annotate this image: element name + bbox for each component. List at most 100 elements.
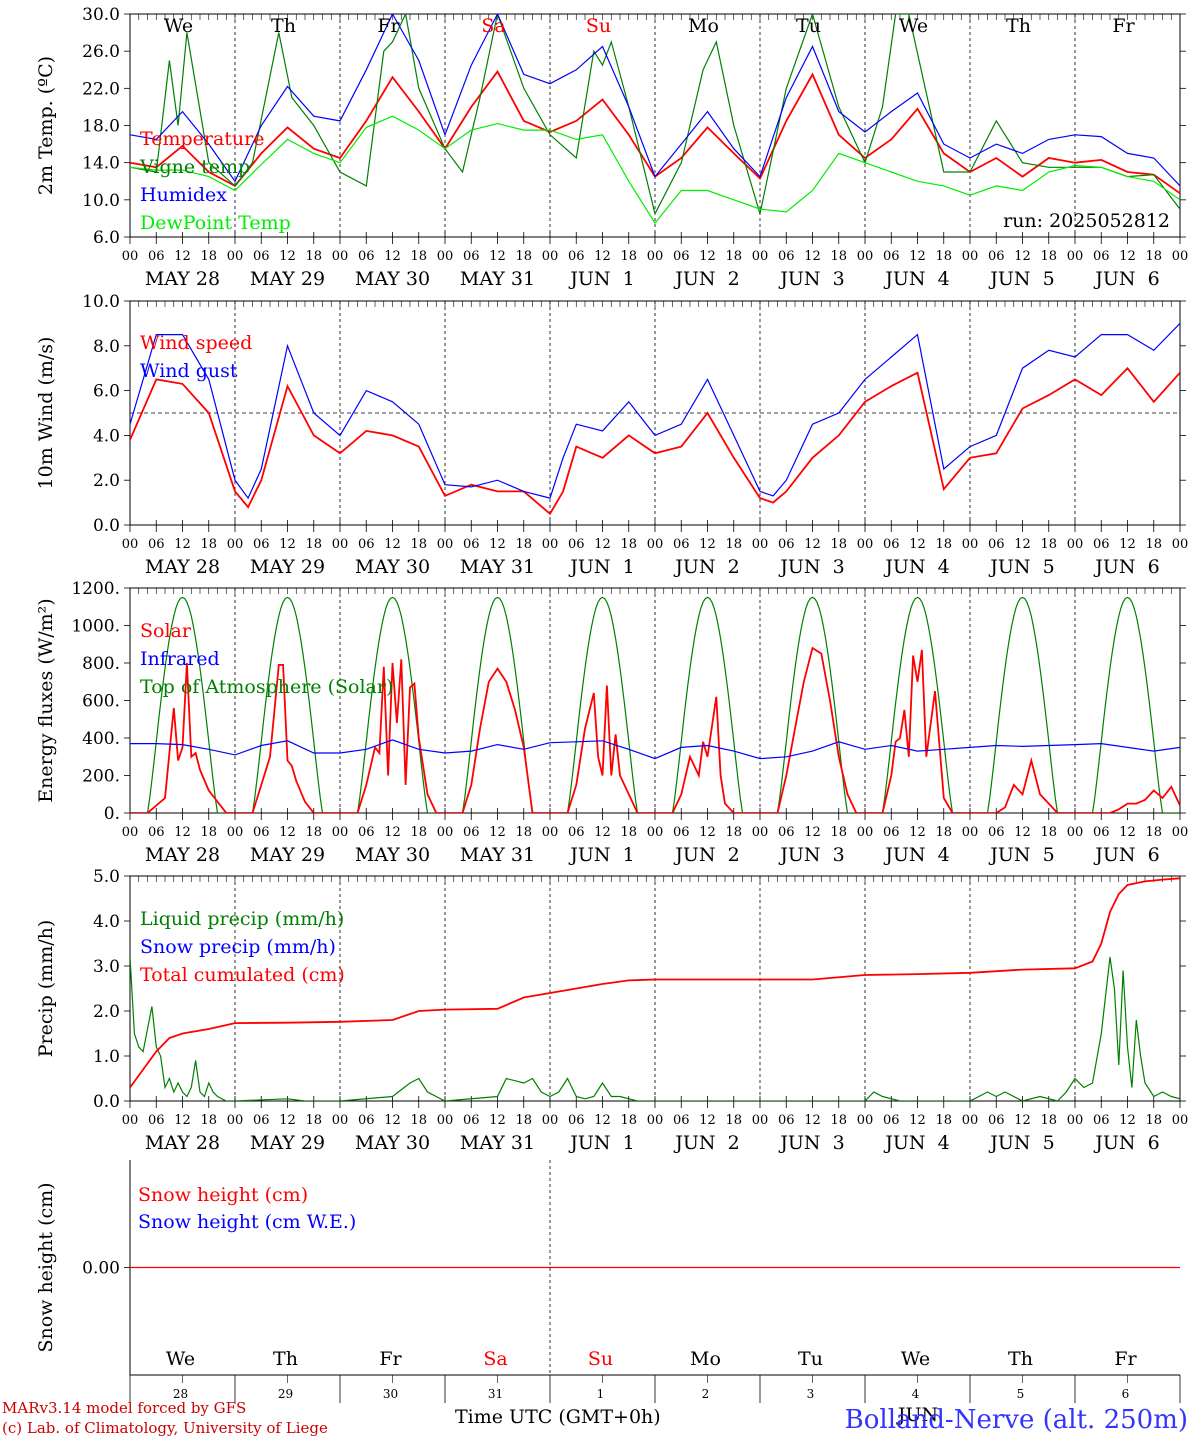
hour-tick-label: 06 — [988, 537, 1005, 552]
snow-weekday-label: Tu — [798, 1348, 823, 1370]
y-tick-label: 1200. — [71, 579, 120, 599]
hour-tick-label: 12 — [279, 1113, 296, 1128]
date-label: MAY 28 — [145, 1132, 220, 1154]
hour-tick-label: 18 — [305, 1113, 322, 1128]
date-label: JUN 6 — [1093, 268, 1159, 290]
legend-entry: DewPoint Temp — [140, 212, 291, 234]
y-axis-title: Snow height (cm) — [35, 1182, 57, 1352]
y-tick-label: 5.0 — [93, 867, 120, 887]
hour-tick-label: 00 — [647, 825, 664, 840]
date-label: JUN 4 — [883, 556, 949, 578]
weekday-label: Th — [1006, 15, 1031, 37]
hour-tick-label: 12 — [699, 825, 716, 840]
hour-tick-label: 00 — [437, 249, 454, 264]
hour-tick-label: 18 — [515, 1113, 532, 1128]
date-label: JUN 1 — [568, 556, 634, 578]
station-title: Bolland-Nerve (alt. 250m) — [845, 1405, 1188, 1435]
hour-tick-label: 18 — [1040, 249, 1057, 264]
hour-tick-label: 00 — [122, 1113, 139, 1128]
date-label: JUN 4 — [883, 844, 949, 866]
hour-tick-label: 18 — [935, 249, 952, 264]
hour-tick-label: 06 — [463, 537, 480, 552]
hour-tick-label: 06 — [778, 825, 795, 840]
hour-tick-label: 06 — [358, 1113, 375, 1128]
y-tick-label: 22.0 — [82, 79, 120, 99]
snow-weekday-label: We — [901, 1348, 930, 1370]
hour-tick-label: 00 — [962, 537, 979, 552]
legend-entry: Infrared — [140, 648, 220, 670]
date-label: MAY 30 — [355, 556, 430, 578]
legend-entry: Liquid precip (mm/h) — [140, 908, 344, 930]
hour-tick-label: 18 — [1040, 537, 1057, 552]
hour-tick-label: 06 — [253, 537, 270, 552]
hour-tick-label: 06 — [778, 1113, 795, 1128]
date-label: JUN 5 — [988, 556, 1054, 578]
hour-tick-label: 18 — [305, 825, 322, 840]
hour-tick-label: 18 — [515, 537, 532, 552]
series-line-total-cumulated-cm- — [130, 877, 1180, 1089]
hour-tick-label: 18 — [935, 537, 952, 552]
hour-tick-label: 06 — [1093, 537, 1110, 552]
hour-tick-label: 18 — [620, 1113, 637, 1128]
date-label: MAY 29 — [250, 844, 325, 866]
date-label: JUN 2 — [673, 268, 739, 290]
date-label: JUN 3 — [778, 1132, 844, 1154]
hour-tick-label: 18 — [1145, 537, 1162, 552]
date-label: MAY 31 — [460, 1132, 535, 1154]
hour-tick-label: 06 — [883, 825, 900, 840]
hour-tick-label: 00 — [1172, 825, 1189, 840]
date-label: JUN 1 — [568, 268, 634, 290]
date-label: MAY 30 — [355, 1132, 430, 1154]
hour-tick-label: 12 — [1014, 1113, 1031, 1128]
hour-tick-label: 06 — [883, 1113, 900, 1128]
hour-tick-label: 00 — [962, 249, 979, 264]
snow-weekday-label: We — [166, 1348, 195, 1370]
hour-tick-label: 12 — [804, 1113, 821, 1128]
hour-tick-label: 00 — [332, 537, 349, 552]
hour-tick-label: 00 — [1067, 537, 1084, 552]
hour-tick-label: 18 — [620, 537, 637, 552]
hour-tick-label: 12 — [384, 537, 401, 552]
hour-tick-label: 18 — [830, 1113, 847, 1128]
hour-tick-label: 06 — [673, 825, 690, 840]
hour-tick-label: 12 — [489, 825, 506, 840]
y-tick-label: 600. — [82, 692, 120, 712]
hour-tick-label: 12 — [699, 249, 716, 264]
hour-tick-label: 06 — [568, 1113, 585, 1128]
hour-tick-label: 12 — [909, 825, 926, 840]
hour-tick-label: 06 — [673, 537, 690, 552]
hour-tick-label: 00 — [857, 1113, 874, 1128]
hour-tick-label: 18 — [410, 825, 427, 840]
weekday-label: Fr — [377, 15, 400, 37]
hour-tick-label: 00 — [227, 1113, 244, 1128]
hour-tick-label: 00 — [962, 1113, 979, 1128]
hour-tick-label: 00 — [752, 825, 769, 840]
day-number-label: 30 — [383, 1387, 398, 1401]
y-tick-label: 2.0 — [93, 1002, 120, 1022]
hour-tick-label: 00 — [122, 249, 139, 264]
hour-tick-label: 06 — [778, 249, 795, 264]
hour-tick-label: 18 — [515, 825, 532, 840]
y-tick-label: 18.0 — [82, 117, 120, 137]
hour-tick-label: 06 — [673, 249, 690, 264]
panel-frame-energy — [129, 587, 1181, 814]
hour-tick-label: 12 — [384, 825, 401, 840]
day-number-label: 29 — [278, 1387, 293, 1401]
hour-tick-label: 12 — [699, 1113, 716, 1128]
hour-tick-label: 12 — [699, 537, 716, 552]
hour-tick-label: 00 — [647, 249, 664, 264]
footer-model-line: MARv3.14 model forced by GFS — [2, 1399, 246, 1417]
hour-tick-label: 00 — [752, 537, 769, 552]
day-number-label: 28 — [173, 1387, 188, 1401]
hour-tick-label: 06 — [148, 537, 165, 552]
hour-tick-label: 18 — [830, 249, 847, 264]
hour-tick-label: 00 — [437, 537, 454, 552]
hour-tick-label: 00 — [857, 249, 874, 264]
y-axis-title: Precip (mm/h) — [35, 920, 57, 1058]
hour-tick-label: 12 — [279, 249, 296, 264]
date-label: MAY 29 — [250, 1132, 325, 1154]
hour-tick-label: 12 — [1119, 825, 1136, 840]
panel-frame-temperature — [129, 13, 1181, 238]
y-tick-label: 1.0 — [93, 1047, 120, 1067]
